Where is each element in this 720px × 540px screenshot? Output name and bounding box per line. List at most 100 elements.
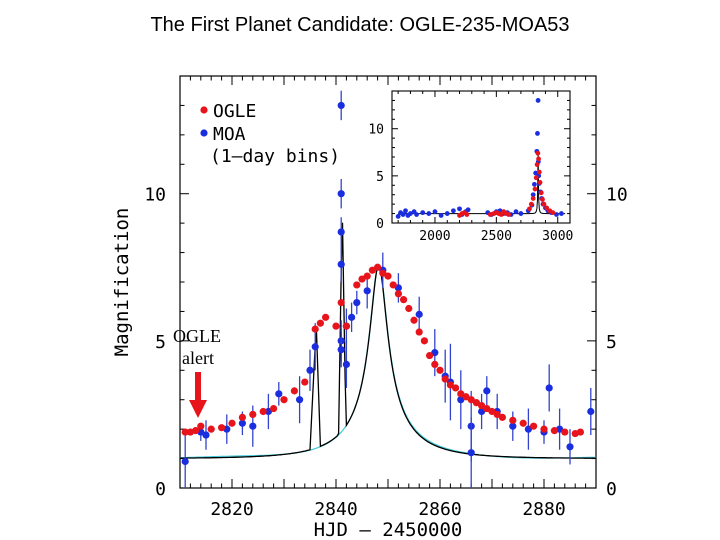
alert-annotation-line2: alert <box>182 348 214 368</box>
moa-point <box>181 457 189 466</box>
inset-ogle-point <box>530 196 536 201</box>
moa-point <box>337 101 345 110</box>
moa-point <box>296 396 304 404</box>
ogle-point <box>207 425 215 433</box>
ogle-point <box>316 319 324 327</box>
ogle-point <box>280 396 288 404</box>
moa-point <box>587 407 595 416</box>
ogle-point <box>270 404 278 413</box>
inset-moa-point <box>450 208 456 214</box>
ogle-point <box>342 322 350 330</box>
moa-point <box>363 287 371 295</box>
x-axis-label: HJD – 2450000 <box>314 519 463 540</box>
alert-arrow-head <box>189 400 207 418</box>
ogle-point <box>290 387 298 395</box>
ogle-point <box>228 419 236 427</box>
moa-point <box>337 260 345 268</box>
inset-ogle-point <box>536 169 542 175</box>
moa-point <box>275 390 283 398</box>
ogle-point <box>550 427 559 435</box>
ogle-point <box>498 413 506 421</box>
ogle-point <box>441 375 449 383</box>
inset-ogle-point <box>538 190 544 196</box>
y-axis-label: Magnification <box>111 208 133 357</box>
inset-y-tick-label: 10 <box>368 123 384 138</box>
inset-model-curve <box>398 151 566 215</box>
moa-point <box>467 449 475 457</box>
ogle-point <box>192 427 200 435</box>
moa-point <box>337 346 345 354</box>
ogle-point <box>530 422 538 430</box>
inset-x-tick-label: 2500 <box>481 229 512 244</box>
ogle-point <box>311 325 319 333</box>
inset-ogle-point <box>536 156 541 162</box>
legend-marker-ogle <box>200 106 208 114</box>
ogle-point <box>431 360 439 368</box>
inset-ogle-point <box>527 206 532 212</box>
moa-point <box>483 387 491 395</box>
inset-moa-point <box>400 212 406 217</box>
legend-label-bins: (1–day bins) <box>210 146 340 167</box>
ogle-point <box>238 413 246 421</box>
inset-ogle-point <box>535 150 541 156</box>
inset-moa-point <box>559 211 564 216</box>
ogle-point <box>452 384 460 392</box>
ogle-point <box>249 410 257 419</box>
y-tick-label-right: 0 <box>606 479 617 500</box>
inset-frame <box>391 90 571 224</box>
ogle-point <box>426 351 434 360</box>
y-tick-label-left: 5 <box>155 332 166 353</box>
x-tick-label: 2880 <box>522 499 565 520</box>
inset-ogle-point <box>533 175 539 181</box>
inset-moa-point <box>513 209 519 215</box>
moa-point <box>415 310 423 318</box>
moa-point <box>202 431 210 439</box>
inset-ogle-point <box>506 212 512 217</box>
ogle-point <box>436 366 444 374</box>
x-tick-label: 2840 <box>314 499 357 520</box>
ogle-point <box>410 316 418 324</box>
inset-moa-point <box>432 209 438 215</box>
moa-point <box>311 343 319 351</box>
x-tick-label: 2860 <box>418 499 461 520</box>
inset-moa-point <box>535 98 541 103</box>
inset-moa-point <box>457 206 462 212</box>
y-tick-label-right: 5 <box>606 332 617 353</box>
inset-moa-point <box>408 211 413 216</box>
inset-moa-point <box>535 131 540 136</box>
legend-marker-moa <box>200 129 208 137</box>
moa-point <box>337 190 345 198</box>
ogle-point <box>540 425 548 433</box>
moa-point <box>306 366 314 374</box>
ogle-point <box>353 281 361 289</box>
inset-ogle-point <box>540 197 545 202</box>
moa-point <box>342 360 350 368</box>
alert-annotation-line1: OGLE <box>173 326 221 346</box>
moa-point <box>238 419 246 427</box>
ogle-point <box>181 428 189 436</box>
inset-moa-point <box>532 181 537 187</box>
ogle-point <box>337 299 345 307</box>
inset-ogle-point <box>532 186 538 192</box>
ogle-point <box>576 428 585 436</box>
moa-point <box>509 422 517 430</box>
inset-y-tick-label: 5 <box>376 170 384 185</box>
model-curve <box>180 222 596 459</box>
inset-ogle-point <box>550 210 556 216</box>
ogle-point <box>332 322 340 330</box>
inset-moa-point <box>530 192 536 198</box>
inset-moa-point <box>465 207 471 213</box>
ogle-point <box>218 424 226 432</box>
ogle-point <box>394 290 402 298</box>
inset-x-tick-label: 3000 <box>542 229 573 244</box>
y-tick-label-left: 10 <box>144 185 166 206</box>
legend-label-ogle: OGLE <box>213 101 256 122</box>
inset-ogle-point <box>487 212 493 217</box>
inset-x-tick-label: 2000 <box>419 229 450 244</box>
moa-point <box>353 299 361 307</box>
inset-moa-point <box>414 212 419 217</box>
ogle-point <box>301 378 309 386</box>
inset-ogle-point <box>544 205 550 211</box>
inset-moa-point <box>403 208 408 214</box>
